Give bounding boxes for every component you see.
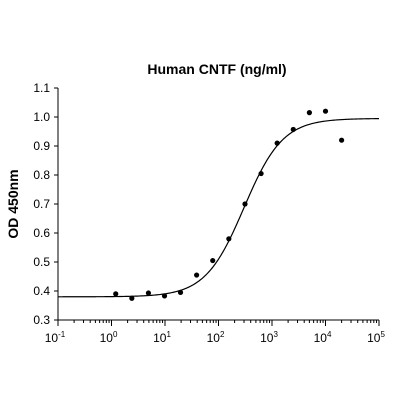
y-tick-label: 0.5 xyxy=(33,255,50,269)
x-tick-label: 104 xyxy=(314,330,332,345)
data-point xyxy=(161,293,168,299)
x-tick-label: 101 xyxy=(153,330,171,345)
data-point xyxy=(194,272,200,278)
x-ticks: 10-1 100 101 102 103 104 105 xyxy=(45,320,385,345)
data-point xyxy=(177,289,184,296)
y-tick-label: 1.1 xyxy=(33,81,50,95)
data-point xyxy=(242,201,248,207)
y-ticks: 0.3 0.4 0.5 0.6 0.7 0.8 0.9 1.0 1.1 xyxy=(33,81,58,327)
data-points xyxy=(113,108,345,301)
y-tick-label: 0.4 xyxy=(33,284,50,298)
data-point xyxy=(210,257,216,264)
y-tick-label: 0.8 xyxy=(33,168,50,182)
axes xyxy=(57,88,379,321)
data-point xyxy=(306,110,312,116)
y-tick-label: 1.0 xyxy=(33,110,50,124)
data-point xyxy=(290,126,296,133)
y-tick-label: 0.7 xyxy=(33,197,50,211)
x-tick-label: 102 xyxy=(207,330,225,345)
x-tick-label: 105 xyxy=(367,330,385,345)
x-tick-label: 103 xyxy=(260,330,278,345)
data-point xyxy=(322,108,329,114)
fit-curve xyxy=(58,118,380,298)
y-tick-label: 0.9 xyxy=(33,139,50,153)
y-axis-label: OD 450nm xyxy=(5,169,21,238)
data-point xyxy=(339,137,345,143)
x-tick-label: 10-1 xyxy=(45,330,66,345)
data-point xyxy=(258,170,264,177)
data-point xyxy=(226,236,232,242)
data-point xyxy=(113,291,119,297)
y-tick-label: 0.6 xyxy=(33,226,50,240)
y-tick-label: 0.3 xyxy=(33,313,50,327)
chart-title: Human CNTF (ng/ml) xyxy=(147,61,286,77)
data-point xyxy=(145,290,152,296)
data-point xyxy=(274,140,280,146)
data-point xyxy=(129,295,135,301)
x-tick-label: 100 xyxy=(100,330,118,345)
